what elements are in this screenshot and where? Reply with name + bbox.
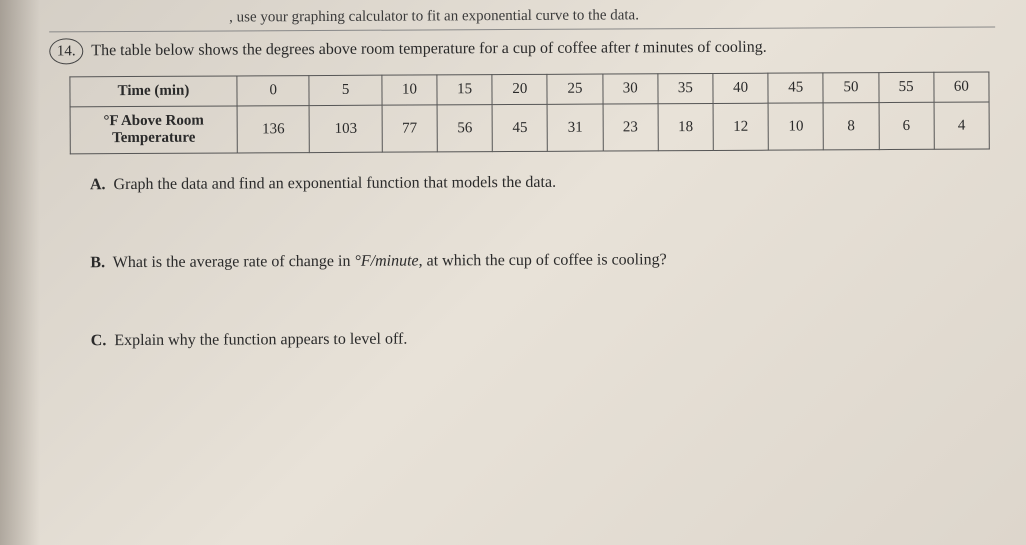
temp-cell: 10 bbox=[768, 103, 823, 150]
time-cell: 15 bbox=[437, 75, 492, 105]
temp-cell: 136 bbox=[237, 106, 310, 153]
part-b-text-before: What is the average rate of change in bbox=[113, 253, 355, 271]
temp-cell: 31 bbox=[547, 104, 602, 151]
time-cell: 30 bbox=[603, 74, 658, 104]
time-cell: 50 bbox=[823, 73, 878, 103]
part-c-label: C. bbox=[91, 332, 107, 349]
temp-cell: 56 bbox=[437, 105, 492, 152]
row-header-temp-line1: °F Above Room bbox=[103, 113, 204, 130]
data-table: Time (min) 051015202530354045505560 °F A… bbox=[69, 72, 989, 155]
part-b-text-after: , at which the cup of coffee is cooling? bbox=[419, 251, 667, 269]
temp-cell: 6 bbox=[879, 102, 934, 149]
question-text-before: The table below shows the degrees above … bbox=[91, 39, 634, 59]
temp-cell: 77 bbox=[382, 105, 437, 152]
row-header-temp: °F Above Room Temperature bbox=[70, 106, 237, 154]
part-b: B. What is the average rate of change in… bbox=[90, 249, 996, 272]
time-cell: 40 bbox=[713, 73, 768, 103]
temp-cell: 4 bbox=[934, 102, 989, 149]
part-c: C. Explain why the function appears to l… bbox=[91, 327, 997, 350]
part-a: A. Graph the data and find an exponentia… bbox=[90, 171, 996, 194]
time-cell: 10 bbox=[382, 75, 437, 105]
row-header-time: Time (min) bbox=[70, 76, 237, 107]
temp-cell: 103 bbox=[309, 105, 382, 152]
part-b-label: B. bbox=[90, 254, 105, 271]
part-c-text: Explain why the function appears to leve… bbox=[114, 331, 407, 350]
time-cell: 5 bbox=[309, 75, 382, 105]
row-header-temp-line2: Temperature bbox=[112, 130, 195, 146]
time-cell: 55 bbox=[878, 72, 933, 102]
time-cell: 25 bbox=[547, 74, 602, 104]
time-cell: 45 bbox=[768, 73, 823, 103]
part-b-unit: °F/minute bbox=[354, 252, 418, 269]
temp-cell: 18 bbox=[658, 103, 713, 150]
question-header: 14. The table below shows the degrees ab… bbox=[49, 26, 995, 64]
time-cell: 35 bbox=[658, 73, 713, 103]
time-cell: 20 bbox=[492, 74, 547, 104]
question-text-after: minutes of cooling. bbox=[639, 39, 767, 57]
part-a-text: Graph the data and find an exponential f… bbox=[113, 174, 556, 193]
time-cell: 60 bbox=[934, 72, 989, 102]
temp-cell: 23 bbox=[603, 104, 658, 151]
temp-cell: 12 bbox=[713, 103, 768, 150]
table-row: °F Above Room Temperature 13610377564531… bbox=[70, 102, 989, 154]
temp-cell: 45 bbox=[492, 104, 547, 151]
part-a-label: A. bbox=[90, 176, 106, 193]
question-number: 14. bbox=[49, 38, 83, 64]
worksheet-page: , use your graphing calculator to fit an… bbox=[0, 0, 1026, 381]
previous-question-fragment: , use your graphing calculator to fit an… bbox=[229, 5, 995, 26]
question-text: The table below shows the degrees above … bbox=[91, 35, 767, 62]
time-cell: 0 bbox=[237, 76, 310, 106]
temp-cell: 8 bbox=[823, 103, 878, 150]
table-row: Time (min) 051015202530354045505560 bbox=[70, 72, 989, 107]
